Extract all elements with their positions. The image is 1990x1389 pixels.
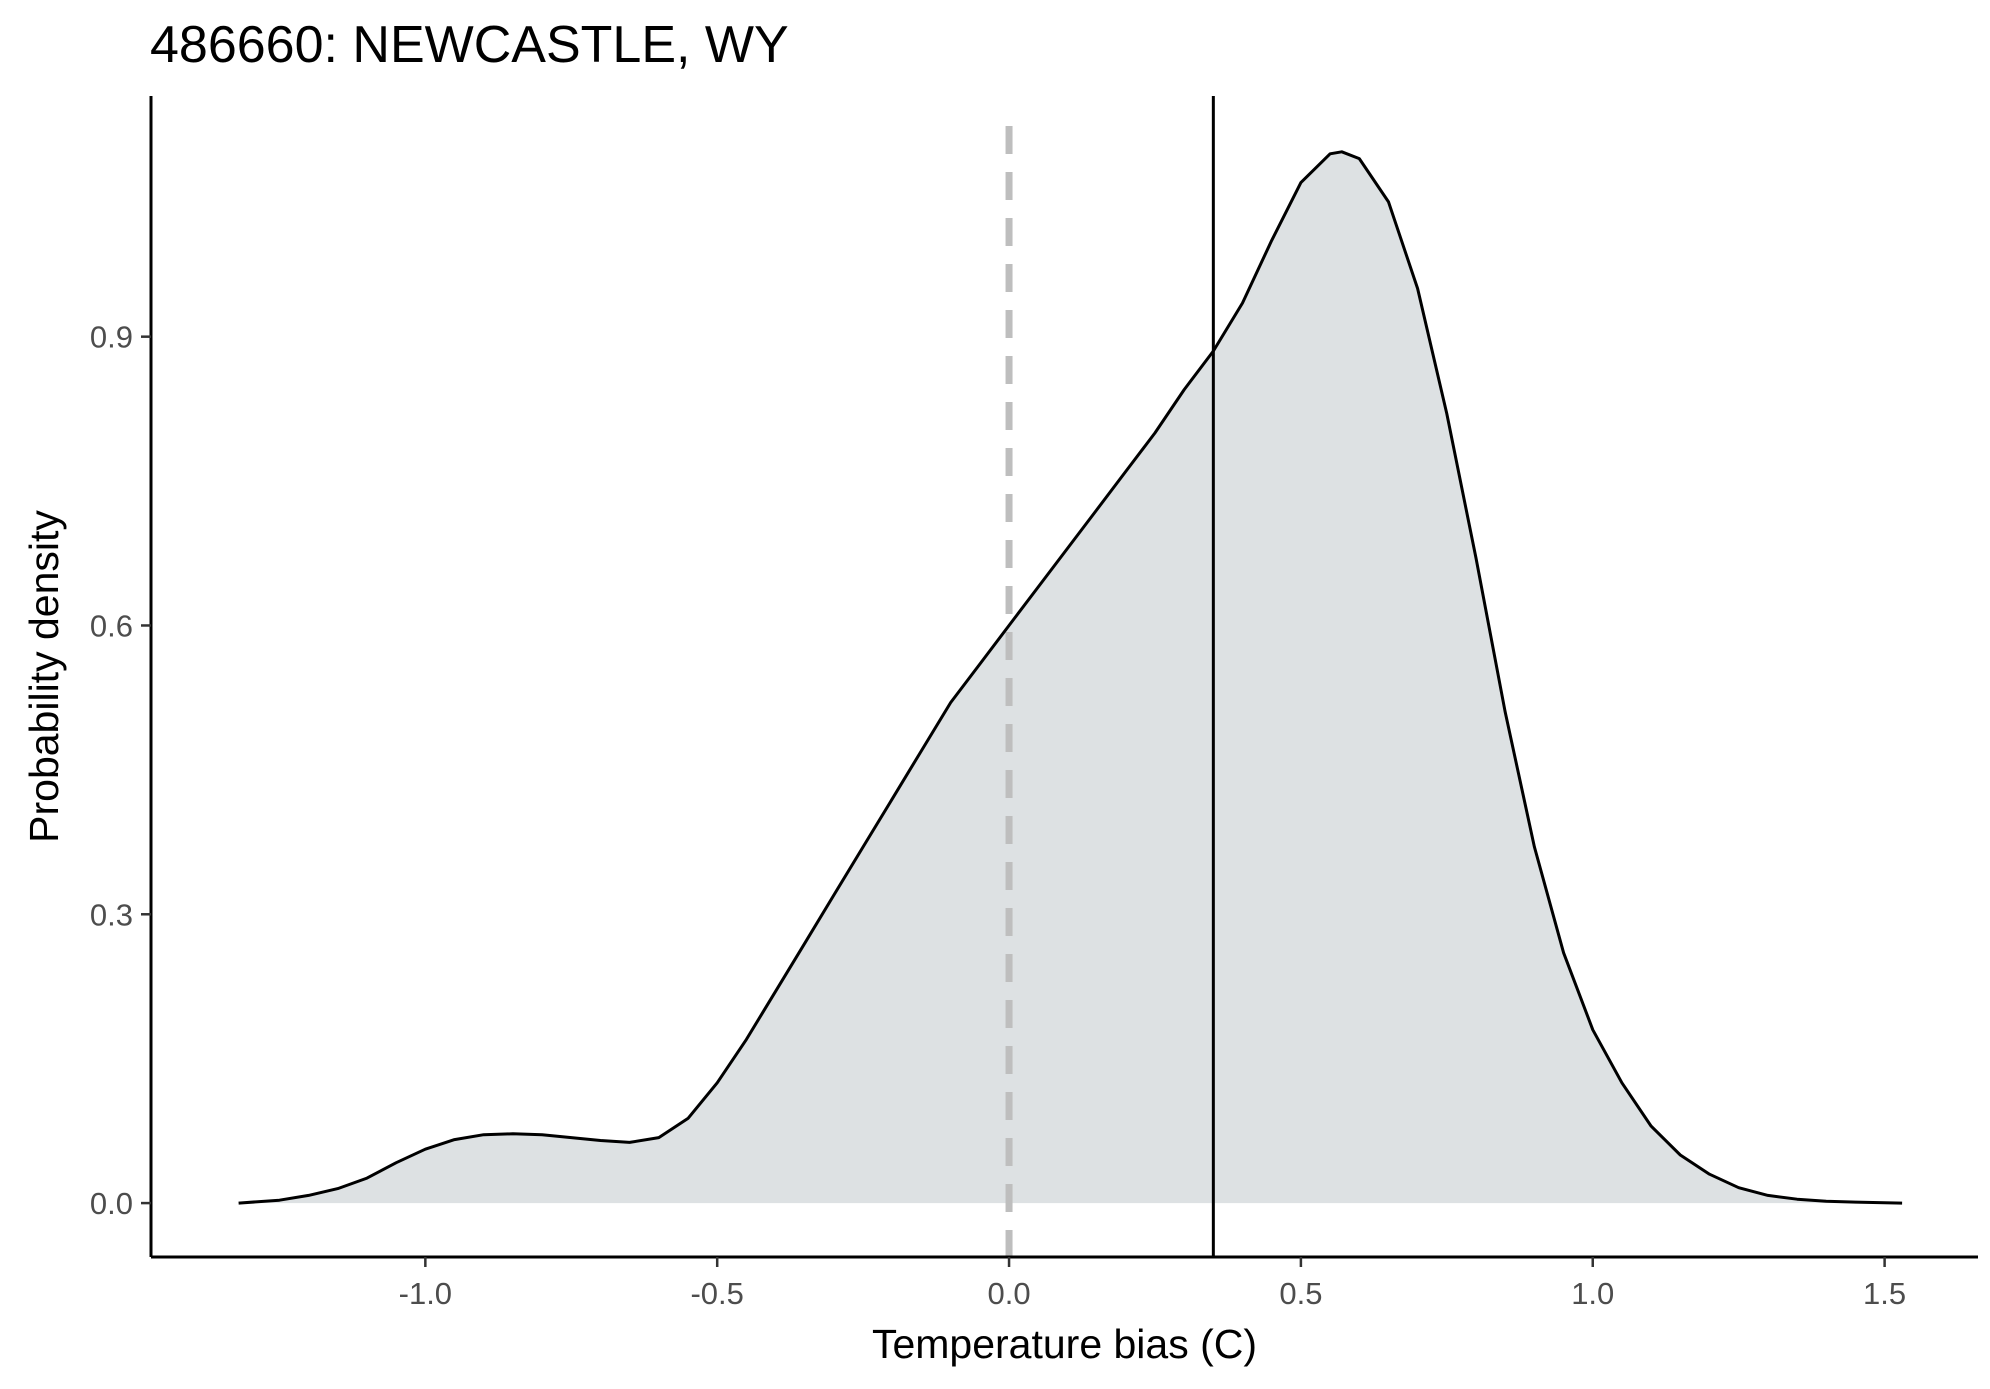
y-axis-title: Probability density: [21, 510, 67, 843]
chart-title: 486660: NEWCASTLE, WY: [150, 16, 789, 74]
y-tick-label: 0.3: [90, 897, 133, 932]
y-tick-label: 0.6: [90, 608, 133, 643]
x-axis-title: Temperature bias (C): [872, 1321, 1257, 1367]
density-area: [238, 151, 1903, 1204]
y-tick-label: 0.9: [90, 320, 133, 355]
x-tick-label: 0.0: [987, 1276, 1030, 1311]
density-curve: [238, 150, 1903, 1205]
x-tick-label: 1.5: [1863, 1276, 1906, 1311]
x-tick-label: -1.0: [399, 1276, 452, 1311]
y-tick-label: 0.0: [90, 1186, 133, 1221]
x-tick-label: 1.0: [1571, 1276, 1614, 1311]
plot-area: -1.0 -0.5 0.0 0.5 1.0 1.5 0.0 0.3 0.6 0.9: [90, 96, 1978, 1311]
x-tick-label: 0.5: [1279, 1276, 1322, 1311]
x-tick-label: -0.5: [690, 1276, 743, 1311]
